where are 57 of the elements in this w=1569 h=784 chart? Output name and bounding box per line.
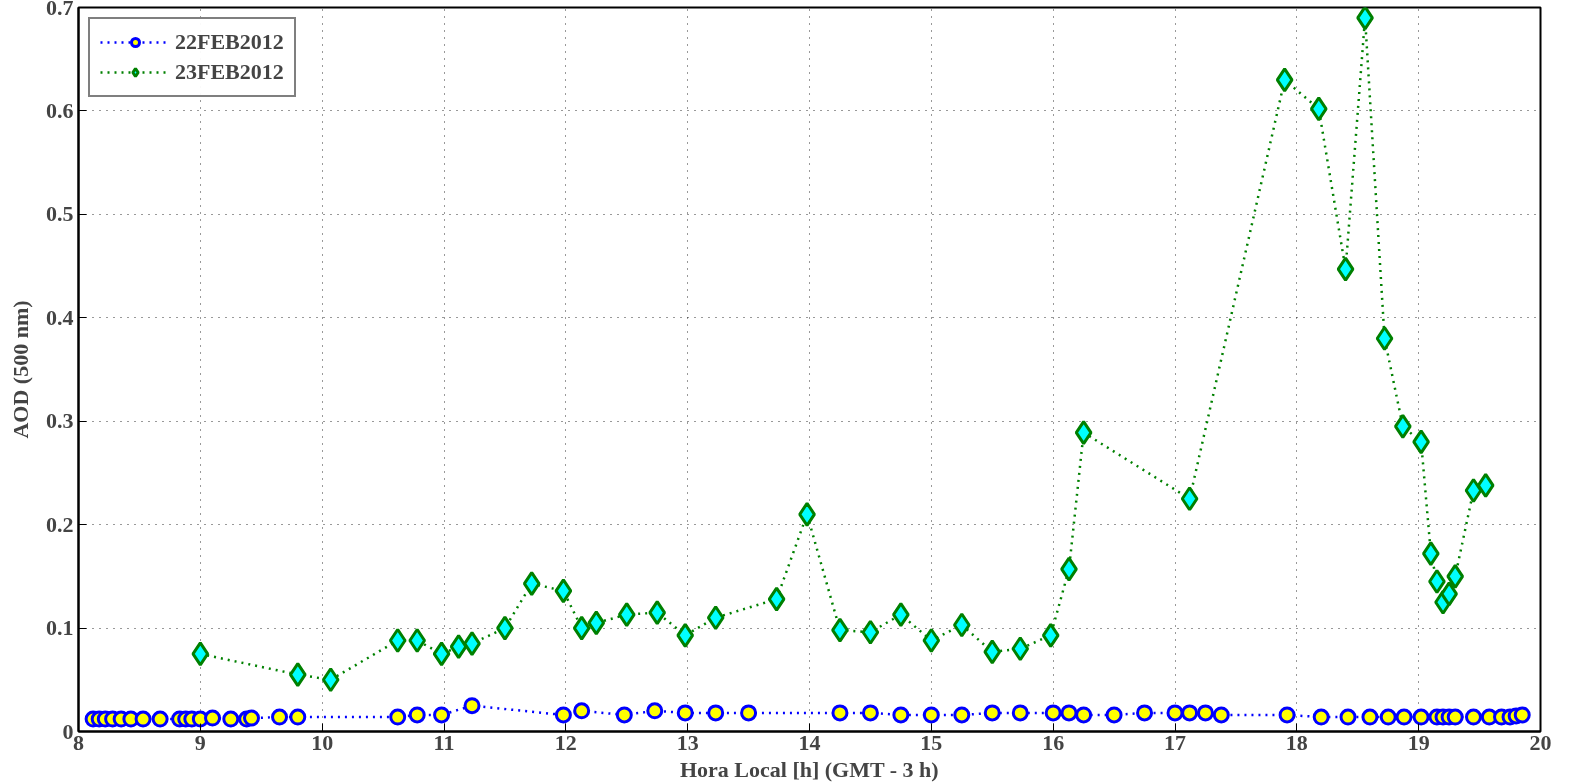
point bbox=[449, 634, 468, 660]
point bbox=[767, 586, 786, 612]
x-tick-label: 20 bbox=[1529, 729, 1552, 755]
point bbox=[1375, 325, 1394, 351]
point bbox=[983, 639, 1002, 665]
point bbox=[191, 641, 210, 667]
x-tick-label: 18 bbox=[1285, 729, 1308, 755]
point bbox=[321, 667, 340, 693]
point bbox=[1180, 486, 1199, 512]
point bbox=[522, 571, 541, 597]
x-tick-label: 8 bbox=[73, 729, 84, 755]
point bbox=[1011, 636, 1030, 662]
y-tick-label: 0 bbox=[62, 718, 74, 744]
y-tick-label: 0.1 bbox=[46, 615, 74, 641]
y-tick-label: 0.7 bbox=[46, 0, 74, 20]
point bbox=[1309, 96, 1328, 122]
point bbox=[648, 600, 667, 626]
x-tick-label: 12 bbox=[554, 729, 577, 755]
point bbox=[288, 662, 307, 688]
x-tick-label: 19 bbox=[1407, 729, 1430, 755]
point bbox=[1275, 67, 1294, 93]
point bbox=[587, 610, 606, 636]
x-tick-label: 10 bbox=[311, 729, 334, 755]
point bbox=[861, 619, 880, 645]
legend-label: 23FEB2012 bbox=[175, 59, 284, 85]
point bbox=[1356, 7, 1374, 31]
point bbox=[617, 602, 636, 628]
x-tick-label: 14 bbox=[798, 729, 821, 755]
x-tick-label: 15 bbox=[920, 729, 943, 755]
point bbox=[1464, 478, 1483, 504]
y-tick-label: 0.4 bbox=[46, 304, 74, 330]
point bbox=[1476, 472, 1495, 498]
point bbox=[1074, 420, 1093, 446]
x-tick-label: 11 bbox=[433, 729, 455, 755]
point bbox=[388, 627, 407, 653]
point bbox=[1336, 256, 1355, 282]
y-tick-label: 0.5 bbox=[46, 201, 74, 227]
y-tick-label: 0.6 bbox=[46, 97, 74, 123]
point bbox=[1446, 563, 1465, 589]
y-tick-label: 0.3 bbox=[46, 408, 74, 434]
x-axis-title: Hora Local [h] (GMT - 3 h) bbox=[679, 756, 939, 782]
point bbox=[554, 578, 573, 604]
x-tick-label: 16 bbox=[1042, 729, 1065, 755]
point bbox=[706, 605, 725, 631]
point bbox=[922, 627, 941, 653]
point bbox=[1041, 622, 1060, 648]
x-tick-label: 13 bbox=[676, 729, 699, 755]
point bbox=[676, 622, 695, 648]
y-tick-label: 0.2 bbox=[46, 511, 74, 537]
point bbox=[952, 612, 971, 638]
point bbox=[572, 615, 591, 641]
x-tick-label: 17 bbox=[1164, 729, 1186, 755]
point bbox=[432, 641, 451, 667]
y-axis-title: AOD (500 nm) bbox=[8, 300, 33, 439]
legend-label: 22FEB2012 bbox=[175, 29, 284, 55]
x-tick-label: 9 bbox=[194, 729, 206, 755]
point bbox=[408, 627, 427, 653]
